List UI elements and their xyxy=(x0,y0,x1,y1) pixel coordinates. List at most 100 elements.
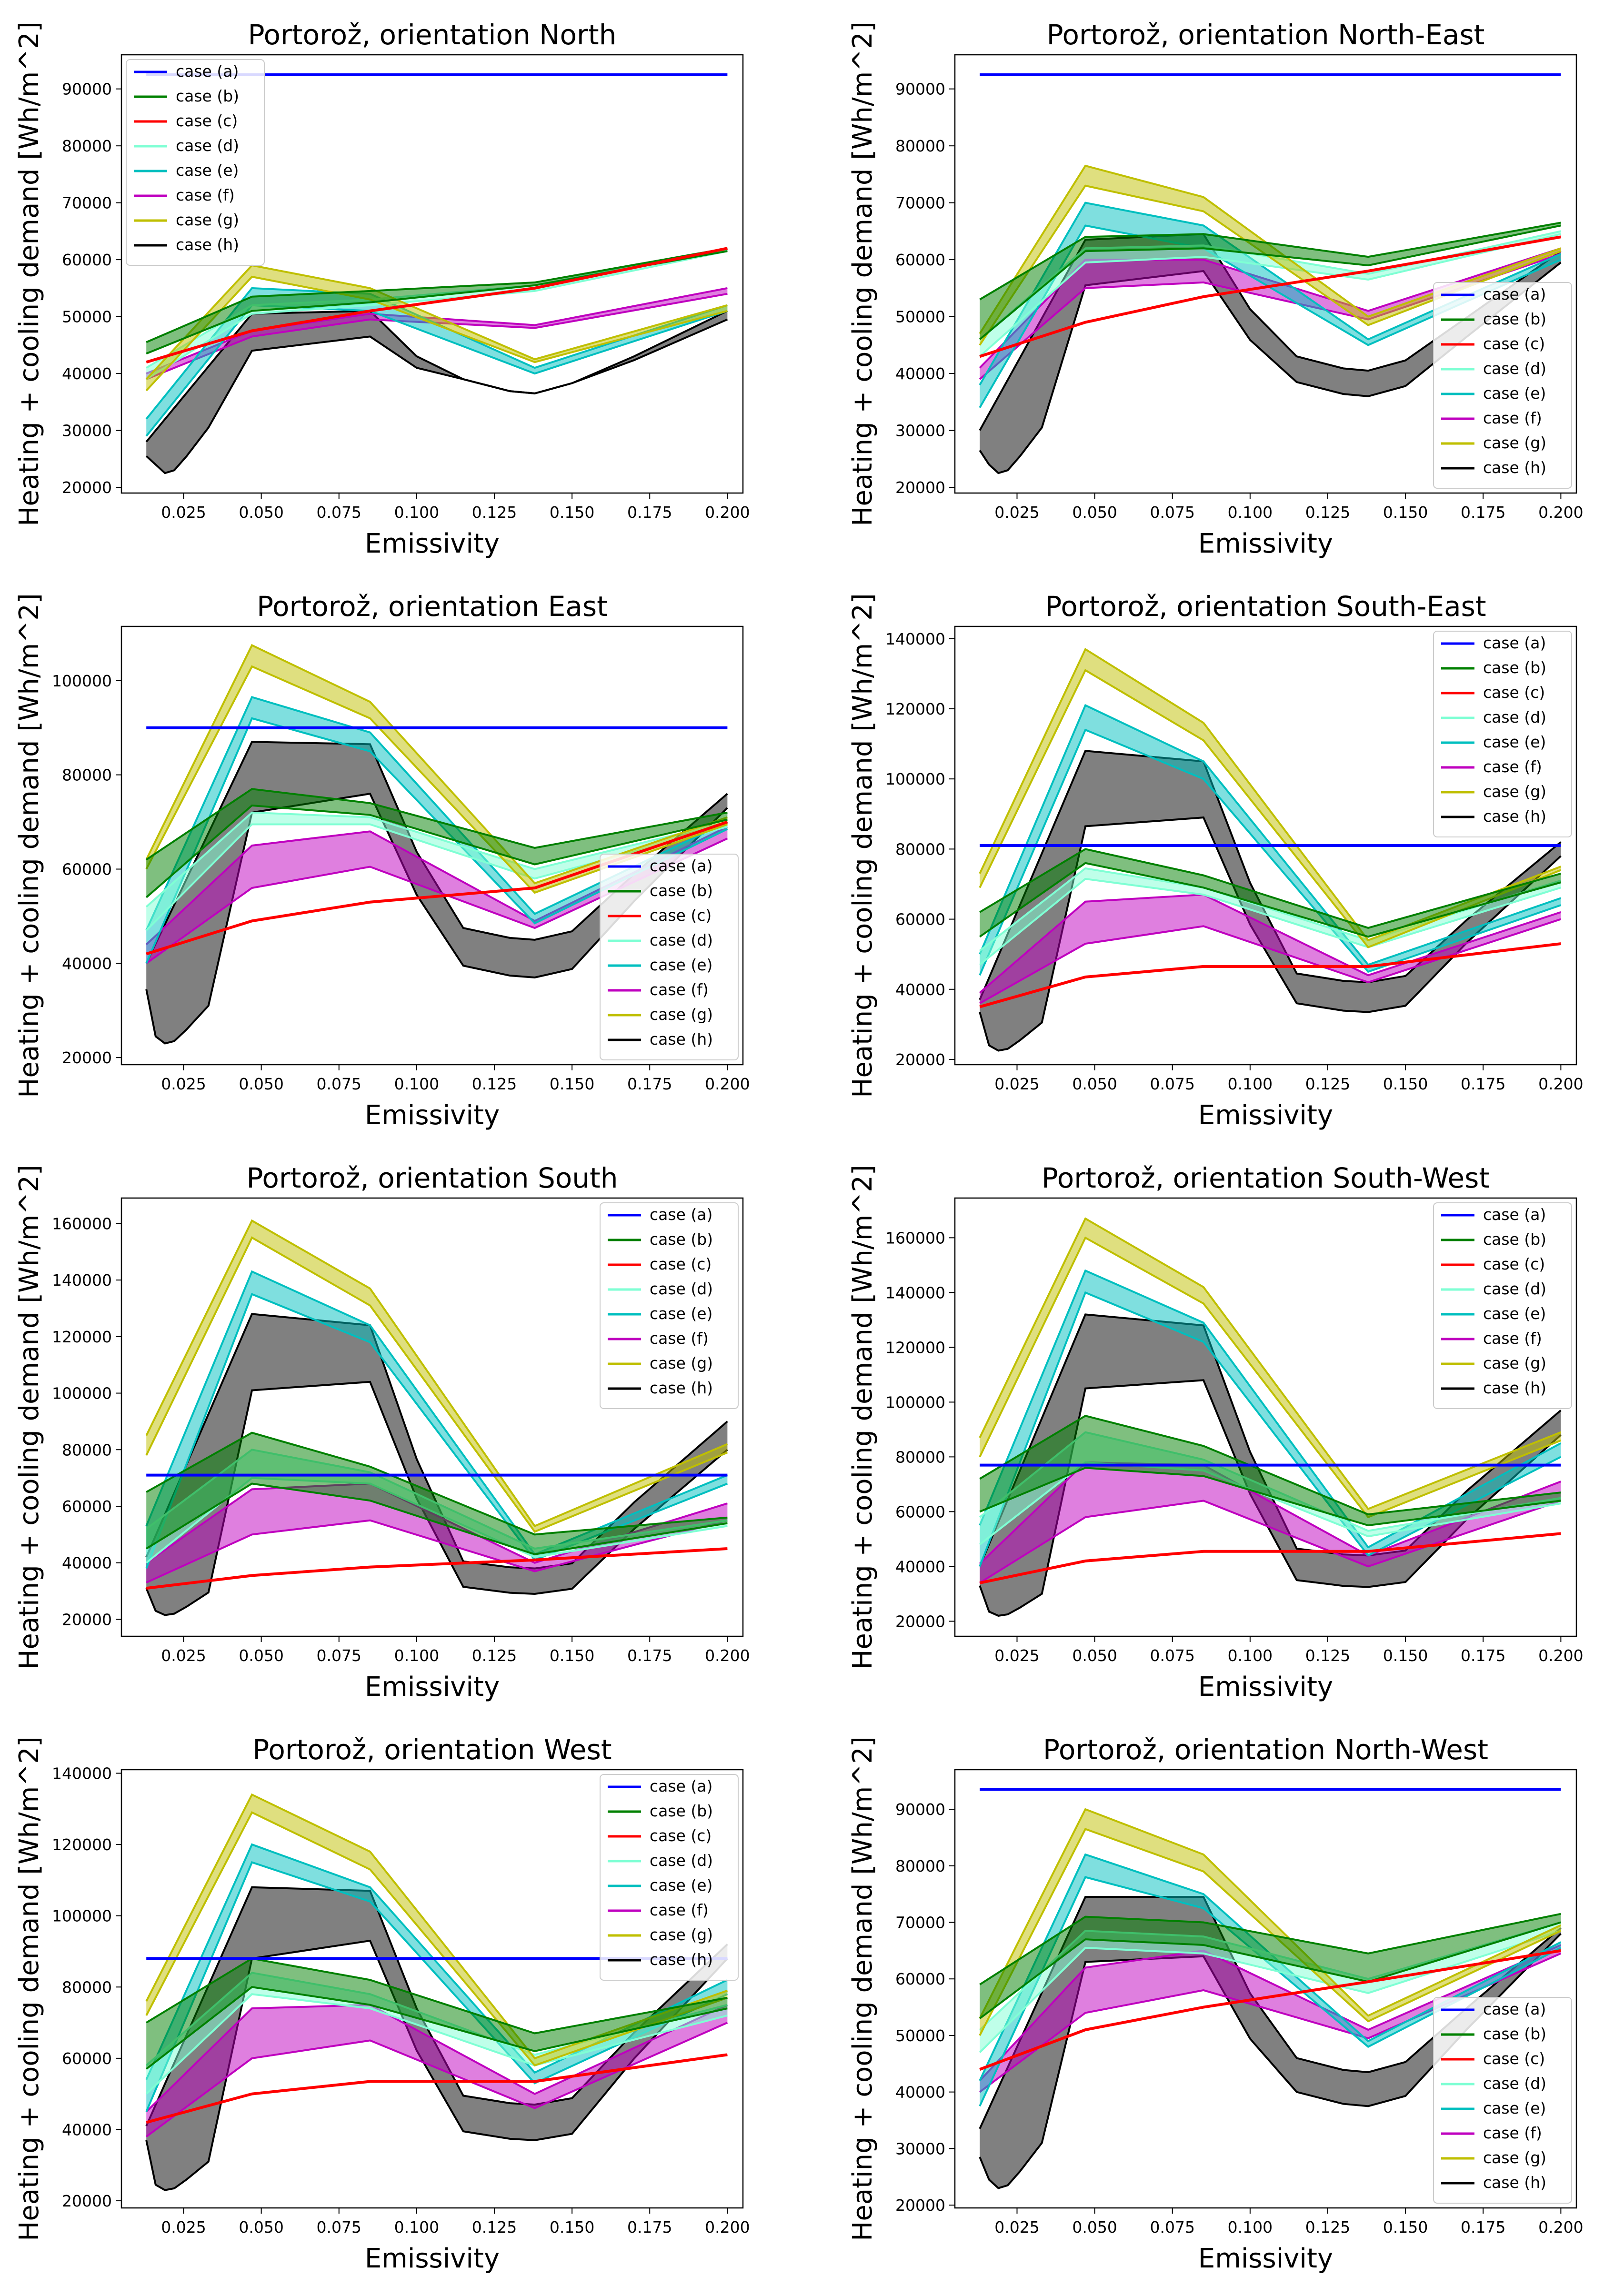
line-lower-g xyxy=(979,1828,1562,2036)
legend-label: case (a) xyxy=(1483,285,1546,303)
line-upper-g xyxy=(145,1219,728,1527)
y-tick-label: 140000 xyxy=(885,630,945,648)
axes-frame xyxy=(120,625,744,1066)
legend-label: case (h) xyxy=(650,1030,713,1048)
axes-frame xyxy=(120,1769,744,2209)
legend-label: case (h) xyxy=(176,235,239,254)
legend-box xyxy=(600,1202,739,1409)
band-f xyxy=(980,248,1561,380)
y-tick-label: 60000 xyxy=(895,251,945,269)
y-axis-label: Heating + cooling demand [Wh/m^2] xyxy=(14,1165,45,1669)
y-tick-label: 60000 xyxy=(62,2049,112,2068)
line-lower-d xyxy=(145,1993,728,2095)
line-lower-b xyxy=(145,804,728,898)
legend-label: case (c) xyxy=(1483,2049,1545,2068)
legend-box xyxy=(600,854,739,1060)
line-lower-f xyxy=(979,918,1561,1004)
y-tick-label: 40000 xyxy=(62,364,112,383)
legend-label: case (c) xyxy=(650,1255,712,1273)
y-tick-label: 70000 xyxy=(895,194,945,212)
x-tick-label: 0.025 xyxy=(161,1075,206,1093)
x-tick-label: 0.175 xyxy=(627,2218,672,2237)
line-lower-g xyxy=(979,1236,1562,1519)
y-tick-label: 80000 xyxy=(895,840,945,858)
x-axis-label: Emissivity xyxy=(365,2243,500,2274)
legend-label: case (c) xyxy=(1483,1255,1545,1273)
y-tick-label: 90000 xyxy=(62,80,112,99)
axes-frame xyxy=(954,625,1577,1066)
band-b xyxy=(146,1958,728,2069)
line-upper-b xyxy=(146,247,728,343)
chart-title: Portorož, orientation West xyxy=(252,1733,612,1766)
y-axis-label: Heating + cooling demand [Wh/m^2] xyxy=(14,21,45,526)
y-tick-label: 160000 xyxy=(52,1214,112,1233)
x-tick-label: 0.025 xyxy=(161,2218,206,2237)
legend-label: case (d) xyxy=(650,1280,713,1298)
line-lower-d xyxy=(146,250,728,380)
legend-label: case (b) xyxy=(650,881,713,900)
x-tick-label: 0.150 xyxy=(1383,503,1428,522)
legend-label: case (c) xyxy=(176,111,238,130)
legend-label: case (g) xyxy=(650,1005,713,1024)
y-tick-label: 20000 xyxy=(62,2192,112,2210)
x-tick-label: 0.125 xyxy=(472,1075,517,1093)
x-axis-label: Emissivity xyxy=(1198,1672,1333,1703)
legend-label: case (d) xyxy=(1483,2074,1546,2093)
line-upper-g xyxy=(979,1217,1562,1511)
line-upper-b xyxy=(979,1913,1561,1985)
band-f xyxy=(146,2005,728,2137)
legend-label: case (g) xyxy=(650,1354,713,1372)
band-f xyxy=(146,288,728,380)
y-axis-label: Heating + cooling demand [Wh/m^2] xyxy=(847,21,878,526)
legend-label: case (e) xyxy=(176,161,239,180)
plot-area xyxy=(979,1217,1562,1617)
line-c xyxy=(146,247,728,364)
line-upper-b xyxy=(146,1957,728,2035)
line-lower-b xyxy=(145,1986,728,2070)
y-tick-label: 60000 xyxy=(895,1970,945,1988)
y-tick-label: 30000 xyxy=(62,422,112,440)
y-tick-label: 80000 xyxy=(62,1441,112,1459)
x-axis-label: Emissivity xyxy=(1198,2243,1333,2274)
y-tick-label: 120000 xyxy=(885,1338,945,1357)
legend-label: case (a) xyxy=(650,1777,712,1795)
x-tick-label: 0.150 xyxy=(550,1646,594,1665)
legend-label: case (g) xyxy=(650,1925,713,1944)
y-tick-label: 140000 xyxy=(885,1283,945,1302)
band-e xyxy=(146,697,728,964)
x-axis-label: Emissivity xyxy=(365,528,500,559)
legend-label: case (g) xyxy=(1483,433,1546,452)
legend-label: case (h) xyxy=(1483,807,1546,826)
legend-label: case (d) xyxy=(1483,1280,1546,1298)
x-tick-label: 0.100 xyxy=(394,1646,439,1665)
plot-area xyxy=(979,73,1562,474)
legend-label: case (d) xyxy=(650,931,713,949)
line-lower-b xyxy=(979,862,1561,938)
y-tick-label: 100000 xyxy=(52,672,112,690)
x-tick-label: 0.075 xyxy=(317,1075,361,1093)
legend-box xyxy=(1433,1202,1572,1409)
x-tick-label: 0.100 xyxy=(394,2218,439,2237)
axes-frame xyxy=(120,1197,744,1637)
legend: case (a) case (b) case (c) case (d) case (e)… xyxy=(126,59,265,266)
legend-label: case (c) xyxy=(1483,334,1545,353)
y-tick-label: 80000 xyxy=(62,766,112,785)
legend-label: case (e) xyxy=(1483,733,1546,751)
x-tick-label: 0.175 xyxy=(627,1075,672,1093)
legend-label: case (a) xyxy=(1483,2000,1546,2018)
legend-label: case (e) xyxy=(650,1876,712,1894)
chart-title: Portorož, orientation South-East xyxy=(1045,590,1486,623)
legend-label: case (e) xyxy=(1483,384,1546,403)
x-tick-label: 0.200 xyxy=(705,2218,750,2237)
x-tick-label: 0.100 xyxy=(394,503,439,522)
line-lower-g xyxy=(145,665,728,894)
x-tick-label: 0.075 xyxy=(1150,1646,1195,1665)
x-tick-label: 0.050 xyxy=(1072,1646,1117,1665)
y-tick-label: 100000 xyxy=(885,1393,945,1411)
x-tick-label: 0.050 xyxy=(239,1646,283,1665)
y-tick-label: 40000 xyxy=(895,364,945,383)
y-tick-label: 50000 xyxy=(895,308,945,326)
y-tick-label: 30000 xyxy=(895,422,945,440)
x-tick-label: 0.125 xyxy=(1305,1075,1350,1093)
line-lower-h xyxy=(979,1379,1562,1617)
